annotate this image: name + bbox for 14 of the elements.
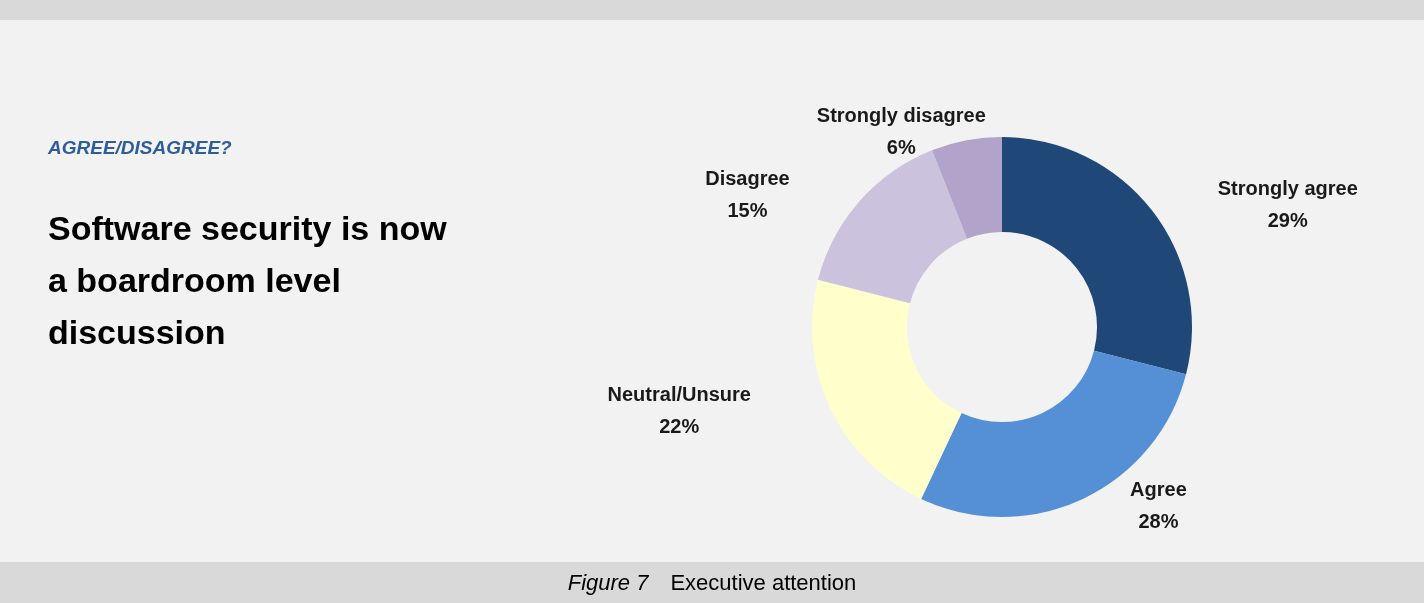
data-label: 15% bbox=[727, 199, 768, 222]
text: Software security is now a boardroom level discussion bbox=[48, 208, 448, 353]
slice-label: Neutral/Unsure bbox=[607, 382, 751, 405]
slice-label: Strongly disagree bbox=[816, 103, 986, 126]
data-label: 29% bbox=[1267, 208, 1308, 231]
data-label: 28% bbox=[1138, 510, 1179, 533]
slice-label: Agree bbox=[1130, 478, 1187, 501]
text: AGREE/DISAGREE? bbox=[48, 137, 232, 159]
slice-label: Disagree bbox=[705, 167, 790, 190]
data-label: 22% bbox=[659, 414, 700, 437]
data-label: 6% bbox=[886, 135, 916, 158]
caption: Figure 7 bbox=[567, 569, 649, 596]
slice-label: Strongly agree bbox=[1217, 176, 1358, 199]
text: Executive attention bbox=[670, 569, 857, 596]
